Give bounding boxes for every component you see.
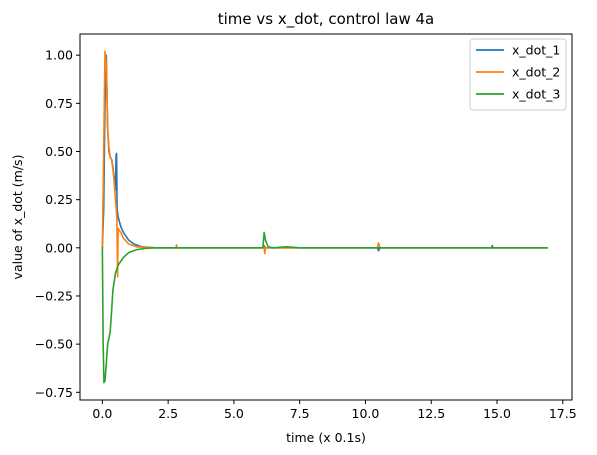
y-tick-label: 0.00 (45, 240, 73, 255)
x-tick-label: 7.5 (290, 406, 310, 421)
x-tick-label: 5.0 (224, 406, 244, 421)
series-layer (101, 50, 548, 384)
y-tick-label: 1.00 (45, 48, 73, 63)
y-tick-label: 0.50 (45, 144, 73, 159)
legend-label-x-dot-2: x_dot_2 (512, 65, 560, 80)
x-tick-label: 2.5 (158, 406, 178, 421)
y-axis: −0.75 −0.50 −0.25 0.00 0.25 0.50 0.75 1.00 (35, 48, 80, 400)
y-tick-label: −0.50 (35, 337, 73, 352)
x-tick-label: 17.5 (549, 406, 577, 421)
x-tick-label: 10.0 (352, 406, 380, 421)
y-tick-label: −0.75 (35, 385, 73, 400)
legend: x_dot_1 x_dot_2 x_dot_3 (469, 38, 567, 111)
y-tick-label: 0.75 (45, 96, 73, 111)
y-axis-label: value of x_dot (m/s) (10, 155, 25, 280)
legend-label-x-dot-3: x_dot_3 (512, 87, 560, 102)
series-line-x-dot-2 (101, 50, 548, 278)
legend-box (469, 38, 567, 111)
plot-frame (79, 33, 573, 401)
x-axis-label: time (x 0.1s) (286, 430, 366, 445)
x-tick-label: 12.5 (417, 406, 445, 421)
legend-label-x-dot-1: x_dot_1 (512, 43, 560, 58)
x-tick-label: 0.0 (92, 406, 112, 421)
y-tick-label: 0.25 (45, 192, 73, 207)
chart-title: time vs x_dot, control law 4a (218, 10, 435, 29)
series-line-x-dot-3 (101, 231, 548, 384)
x-tick-label: 15.0 (483, 406, 511, 421)
x-axis: 0.0 2.5 5.0 7.5 10.0 12.5 15.0 17.5 (92, 400, 577, 421)
y-tick-label: −0.25 (35, 288, 73, 303)
